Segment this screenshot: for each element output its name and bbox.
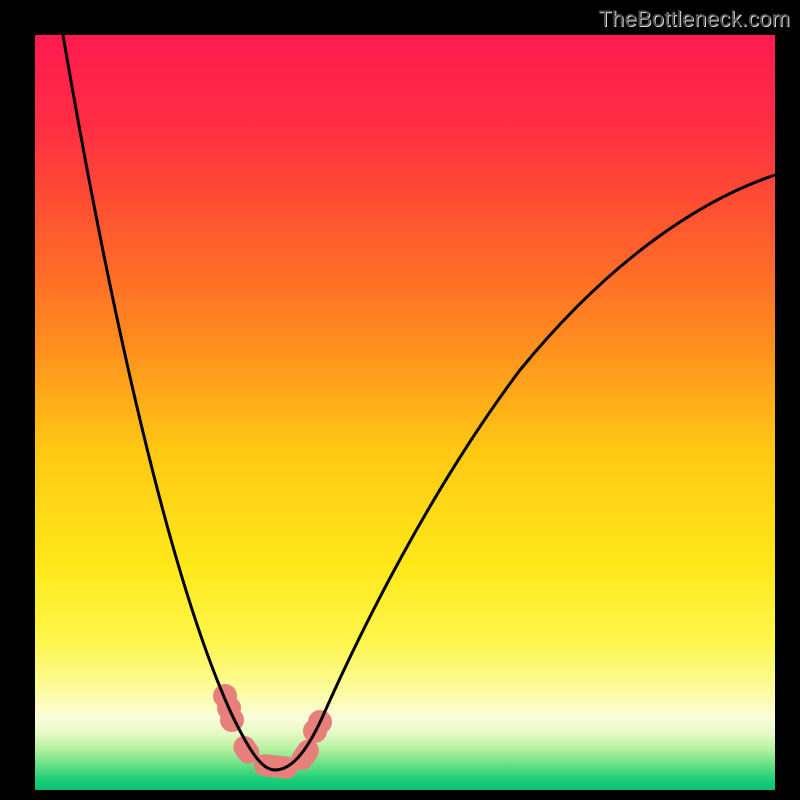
plot-border-left (0, 0, 35, 800)
heat-gradient (35, 35, 775, 790)
plot-border-right (775, 0, 800, 800)
marker-dot (220, 708, 244, 732)
marker-dot (308, 710, 332, 734)
watermark-text: TheBottleneck.com (598, 6, 790, 32)
chart-canvas: TheBottleneck.com (0, 0, 800, 800)
plot-border-bottom (0, 790, 800, 800)
